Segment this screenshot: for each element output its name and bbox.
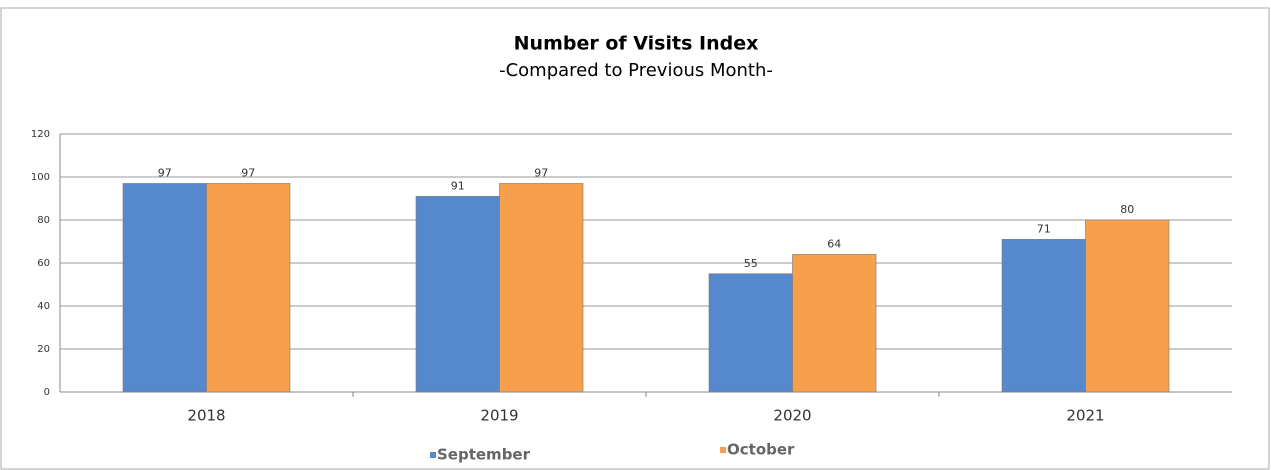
y-tick-label: 0 — [44, 387, 50, 398]
y-tick-label: 60 — [37, 258, 50, 269]
bar — [708, 273, 793, 393]
legend-label: October — [727, 441, 795, 459]
bar — [499, 183, 584, 393]
y-tick-label: 100 — [31, 172, 50, 183]
bar — [1001, 239, 1086, 393]
bar — [415, 196, 500, 393]
x-tick-label: 2019 — [480, 407, 518, 425]
value-label: 80 — [1120, 203, 1134, 216]
bar — [792, 254, 877, 393]
value-label: 97 — [241, 166, 255, 179]
bar — [1085, 219, 1170, 393]
value-label: 91 — [451, 179, 465, 192]
y-tick-label: 80 — [37, 215, 50, 226]
legend-swatch — [720, 447, 726, 453]
value-label: 71 — [1037, 222, 1051, 235]
chart-title: Number of Visits Index — [514, 33, 759, 55]
y-tick-label: 40 — [37, 301, 50, 312]
x-tick-label: 2021 — [1066, 407, 1104, 425]
x-tick-label: 2020 — [773, 407, 811, 425]
legend-label: September — [437, 446, 531, 464]
y-tick-label: 20 — [37, 344, 50, 355]
chart-subtitle: -Compared to Previous Month- — [499, 60, 773, 81]
value-label: 97 — [534, 166, 548, 179]
x-tick-label: 2018 — [187, 407, 225, 425]
bar — [122, 183, 207, 393]
value-label: 64 — [827, 237, 841, 250]
value-label: 97 — [158, 166, 172, 179]
y-tick-label: 120 — [31, 129, 50, 140]
bar — [206, 183, 291, 393]
value-label: 55 — [744, 257, 758, 270]
legend-swatch — [430, 452, 436, 458]
